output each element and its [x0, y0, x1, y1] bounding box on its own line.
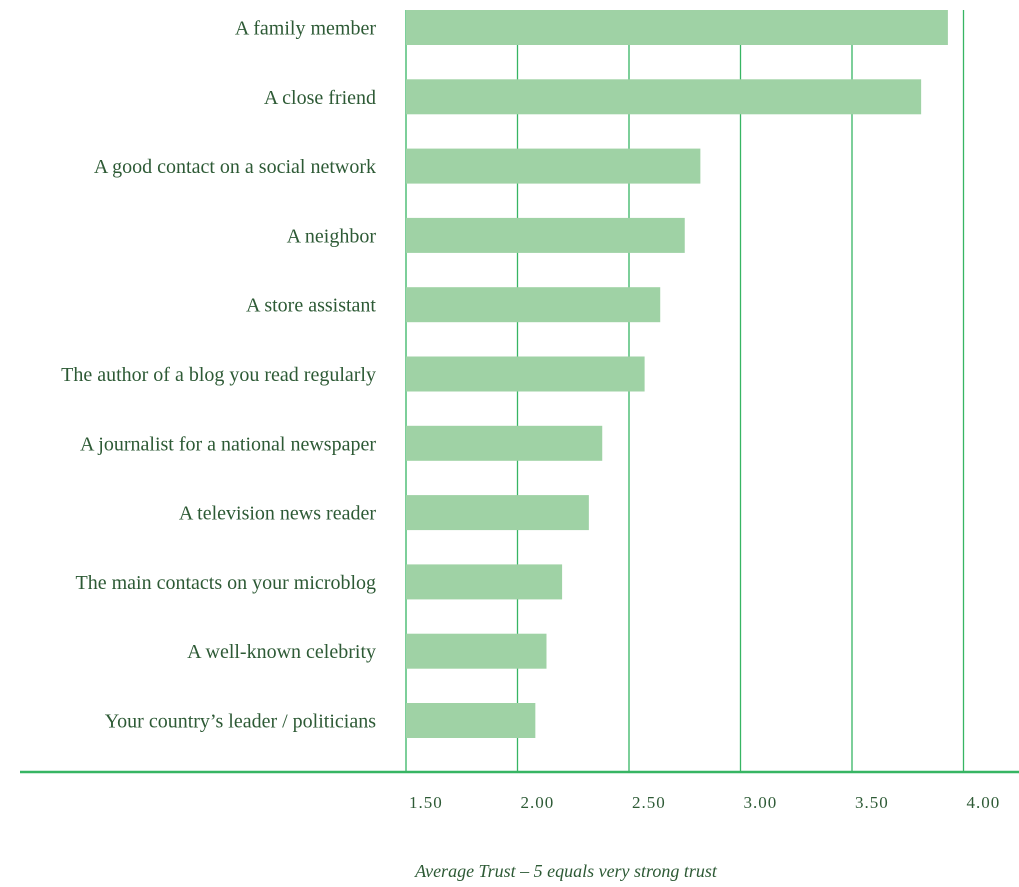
category-labels: A family member A close friend A good cont… [61, 18, 376, 733]
x-axis-title: Average Trust – 5 equals very strong tru… [414, 861, 718, 881]
x-tick-label: 2.00 [521, 793, 555, 812]
x-tick-label: 1.50 [409, 793, 443, 812]
bar [406, 703, 536, 738]
category-label: Your country’s leader / politicians [105, 711, 376, 733]
category-label: A family member [235, 18, 376, 40]
category-label: A journalist for a national newspaper [80, 433, 376, 455]
x-tick-labels: 1.50 2.00 2.50 3.00 3.50 4.00 [409, 793, 1001, 812]
category-label: A store assistant [246, 295, 376, 317]
bar [406, 217, 685, 253]
bar [406, 10, 948, 45]
bar [406, 564, 563, 600]
category-label: The main contacts on your microblog [76, 572, 376, 594]
bars [406, 10, 948, 738]
category-label: A well-known celebrity [187, 641, 376, 663]
category-label: A good contact on a social network [94, 156, 376, 178]
x-tick-label: 4.00 [967, 793, 1001, 812]
x-tick-label: 3.00 [744, 793, 778, 812]
x-tick-label: 2.50 [632, 793, 666, 812]
category-label: The author of a blog you read regularly [61, 364, 376, 386]
category-label: A neighbor [287, 225, 377, 247]
bar [406, 356, 645, 392]
bar [406, 79, 922, 115]
bar [406, 495, 589, 531]
x-tick-label: 3.50 [855, 793, 889, 812]
bar [406, 148, 701, 184]
category-label: A close friend [264, 87, 376, 109]
bar [406, 425, 603, 461]
bar [406, 287, 661, 323]
category-label: A television news reader [179, 503, 376, 525]
bar [406, 633, 547, 669]
